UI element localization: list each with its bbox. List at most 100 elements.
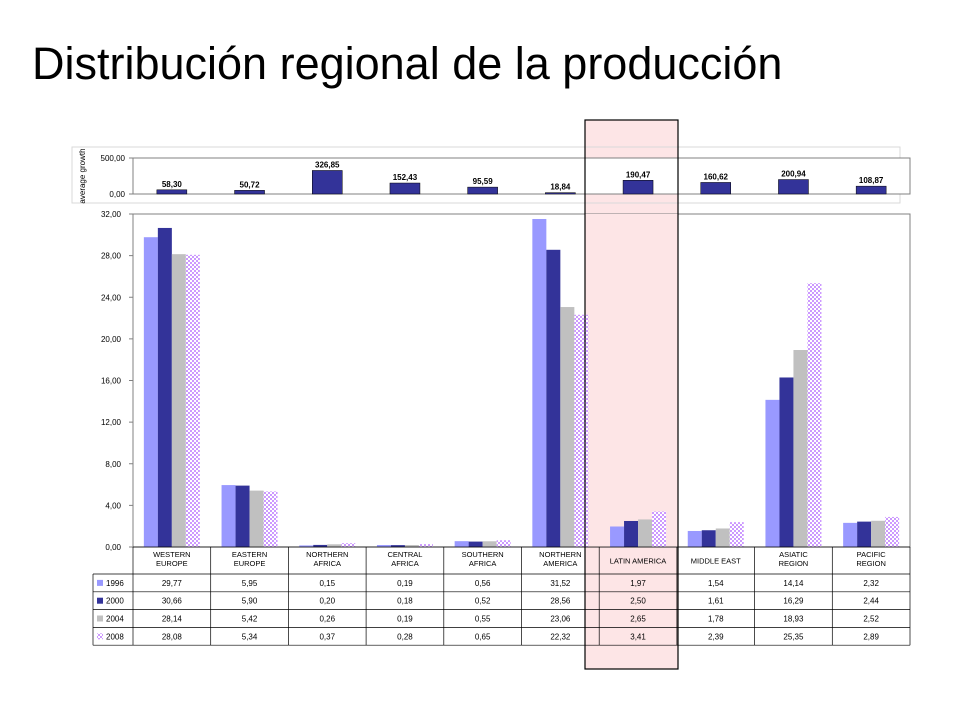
- table-cell-value: 0,65: [475, 632, 491, 641]
- growth-value-label: 108,87: [859, 176, 884, 185]
- bar-2000: [701, 530, 716, 547]
- table-cell-value: 1,61: [708, 597, 724, 606]
- growth-ylabel: average growth: [78, 148, 87, 203]
- bar-2004: [482, 541, 497, 547]
- growth-value-label: 95,59: [473, 177, 494, 186]
- growth-value-label: 160,62: [704, 172, 729, 181]
- category-label: AFRICA: [391, 559, 419, 568]
- legend-label: 1996: [106, 579, 124, 588]
- table-cell-value: 5,34: [242, 632, 258, 641]
- category-label: NORTHERN: [539, 550, 581, 559]
- table-cell-value: 0,15: [319, 579, 335, 588]
- category-label: CENTRAL: [387, 550, 422, 559]
- table-cell-value: 2,39: [708, 632, 724, 641]
- table-cell-value: 5,95: [242, 579, 258, 588]
- table-cell-value: 31,52: [550, 579, 571, 588]
- bar-2004: [793, 350, 808, 547]
- bar-2008: [341, 543, 356, 547]
- growth-value-label: 152,43: [393, 173, 418, 182]
- bar-2000: [779, 377, 794, 547]
- bar-2008: [729, 522, 744, 547]
- bar-2008: [496, 540, 511, 547]
- table-cell-value: 28,08: [162, 632, 183, 641]
- category-label: LATIN AMERICA: [610, 557, 667, 566]
- bar-1996: [687, 530, 702, 547]
- table-cell-value: 2,32: [863, 579, 879, 588]
- category-label: REGION: [779, 559, 809, 568]
- bar-1996: [221, 485, 236, 547]
- table-cell-value: 30,66: [162, 597, 183, 606]
- main-ytick-label: 28,00: [101, 252, 122, 261]
- bar-2004: [249, 490, 264, 547]
- growth-bar: [855, 185, 887, 195]
- growth-bar: [156, 189, 188, 195]
- growth-ytick-label: 0,00: [109, 190, 125, 199]
- table-cell-value: 0,26: [319, 615, 335, 624]
- growth-ytick-label: 500,00: [101, 154, 126, 163]
- bar-2004: [171, 254, 186, 547]
- growth-value-label: 190,47: [626, 170, 651, 179]
- table-cell-value: 0,18: [397, 597, 413, 606]
- table-cell-value: 0,56: [475, 579, 491, 588]
- legend-label: 2008: [106, 632, 124, 641]
- bar-2008: [885, 516, 900, 547]
- category-label: REGION: [856, 559, 886, 568]
- bar-2004: [404, 545, 419, 547]
- bar-1996: [610, 526, 625, 547]
- growth-value-label: 50,72: [240, 180, 261, 189]
- table-cell-value: 0,19: [397, 615, 413, 624]
- bar-2000: [313, 544, 328, 547]
- page-title: Distribución regional de la producción: [32, 38, 783, 89]
- table-cell-value: 14,14: [783, 579, 804, 588]
- category-label: PACIFIC: [857, 550, 887, 559]
- bar-1996: [299, 545, 314, 547]
- main-ytick-label: 32,00: [101, 210, 122, 219]
- growth-value-label: 200,94: [781, 170, 806, 179]
- table-cell-value: 5,42: [242, 615, 258, 624]
- growth-bar: [389, 182, 421, 195]
- growth-bar: [467, 186, 498, 195]
- growth-value-label: 18,84: [550, 183, 571, 192]
- category-label: EASTERN: [232, 550, 267, 559]
- bar-2000: [857, 521, 872, 547]
- table-cell-value: 22,32: [550, 632, 571, 641]
- table-cell-value: 2,65: [630, 615, 646, 624]
- bar-1996: [454, 541, 469, 547]
- growth-value-label: 326,85: [315, 160, 340, 169]
- bar-2004: [638, 519, 653, 547]
- bar-1996: [143, 237, 158, 547]
- growth-bar: [312, 170, 343, 195]
- table-cell-value: 0,55: [475, 615, 491, 624]
- table-cell-value: 0,52: [475, 597, 491, 606]
- category-label: NORTHERN: [306, 550, 348, 559]
- main-ytick-label: 24,00: [101, 293, 122, 302]
- growth-bar: [234, 190, 265, 195]
- category-label: ASIATIC: [779, 550, 808, 559]
- category-label: AFRICA: [313, 559, 341, 568]
- legend-swatch-2004: [97, 615, 103, 622]
- bar-2004: [560, 307, 575, 547]
- latin-america-highlight-plot: [585, 214, 678, 547]
- table-cell-value: 5,90: [242, 597, 258, 606]
- bar-2004: [871, 520, 886, 547]
- table-cell-value: 0,19: [397, 579, 413, 588]
- bar-2004: [715, 528, 730, 547]
- bar-2008: [807, 283, 822, 547]
- category-label: MIDDLE EAST: [691, 557, 741, 566]
- table-cell-value: 2,89: [863, 632, 879, 641]
- table-cell-value: 0,37: [319, 632, 335, 641]
- table-cell-value: 3,41: [630, 632, 646, 641]
- bar-2000: [468, 541, 483, 547]
- bar-2000: [157, 227, 172, 547]
- legend-label: 2004: [106, 615, 124, 624]
- table-cell-value: 2,50: [630, 597, 646, 606]
- table-cell-value: 2,52: [863, 615, 879, 624]
- main-ytick-label: 8,00: [105, 460, 121, 469]
- legend-swatch-1996: [97, 579, 103, 586]
- table-cell-value: 25,35: [783, 632, 804, 641]
- table-cell-value: 29,77: [162, 579, 183, 588]
- latin-america-highlight-border: [584, 119, 679, 670]
- growth-bar: [622, 180, 654, 195]
- growth-value-label: 58,30: [162, 180, 183, 189]
